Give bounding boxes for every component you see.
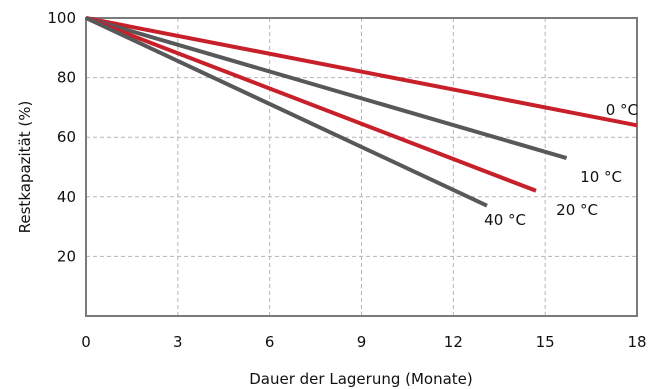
- x-tick-label: 3: [173, 333, 183, 351]
- series-label: 20 °C: [556, 201, 598, 219]
- y-tick-label: 20: [57, 247, 76, 265]
- x-tick-label: 15: [536, 333, 555, 351]
- x-tick-label: 6: [265, 333, 275, 351]
- gridlines: [86, 18, 637, 316]
- x-tick-labels: 0 3 6 9 12 15 18: [81, 333, 646, 351]
- series-lines: [85, 16, 638, 208]
- y-tick-label: 60: [57, 128, 76, 146]
- x-axis-title: Dauer der Lagerung (Monate): [249, 370, 473, 388]
- series-line: [85, 16, 537, 193]
- x-tick-label: 9: [357, 333, 367, 351]
- y-tick-label: 40: [57, 188, 76, 206]
- plot-frame: [85, 17, 638, 317]
- x-tick-label: 18: [627, 333, 646, 351]
- series-labels: 0 °C 10 °C 20 °C 40 °C: [484, 101, 638, 229]
- y-axis-title: Restkapazität (%): [16, 101, 34, 234]
- series-label: 0 °C: [606, 101, 638, 119]
- series-label: 10 °C: [580, 168, 622, 186]
- series-line: [85, 16, 568, 161]
- y-tick-label: 100: [47, 9, 76, 27]
- x-tick-label: 0: [81, 333, 91, 351]
- y-tick-label: 80: [57, 69, 76, 87]
- series-line: [85, 16, 638, 128]
- series-label: 40 °C: [484, 211, 526, 229]
- y-tick-labels: 20 40 60 80 100: [47, 9, 76, 265]
- x-tick-label: 12: [444, 333, 463, 351]
- series-line: [85, 16, 488, 208]
